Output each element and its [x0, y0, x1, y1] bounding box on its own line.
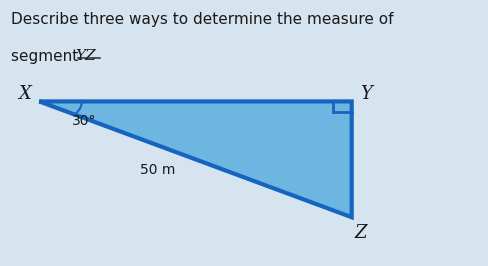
Text: segment: segment	[11, 49, 83, 64]
Text: 50 m: 50 m	[140, 163, 175, 177]
Text: Y: Y	[360, 85, 372, 102]
Text: Z: Z	[355, 224, 367, 242]
Text: YZ: YZ	[75, 49, 96, 63]
Polygon shape	[39, 101, 352, 217]
Text: Describe three ways to determine the measure of: Describe three ways to determine the mea…	[11, 12, 393, 27]
Text: X: X	[19, 85, 32, 102]
Text: 30°: 30°	[72, 114, 97, 128]
